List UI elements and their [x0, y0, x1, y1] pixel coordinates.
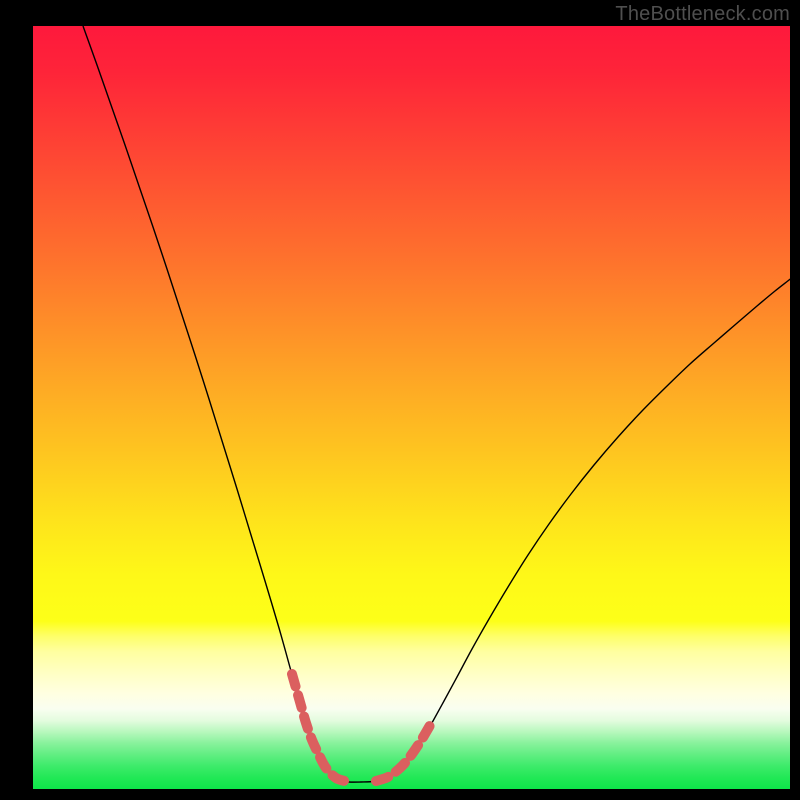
watermark-label: TheBottleneck.com [615, 3, 790, 26]
gradient-background [33, 26, 790, 789]
plot-svg [33, 26, 790, 789]
chart-outer: TheBottleneck.com [0, 0, 800, 800]
